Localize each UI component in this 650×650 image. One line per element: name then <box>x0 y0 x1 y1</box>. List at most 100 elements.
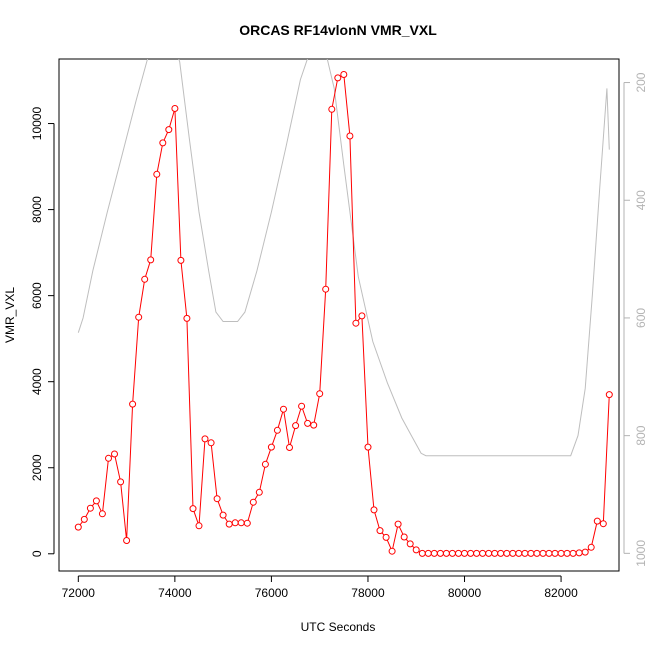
data-point <box>147 256 155 264</box>
data-point <box>74 523 82 531</box>
data-point <box>153 170 161 178</box>
data-point <box>455 549 462 557</box>
data-point <box>587 543 595 551</box>
y2-tick-label: 200 <box>634 72 648 92</box>
data-point <box>98 510 106 518</box>
data-point <box>394 520 402 528</box>
data-point <box>382 533 390 541</box>
x-tick-label: 80000 <box>448 586 482 600</box>
data-point <box>310 421 318 429</box>
data-point <box>159 139 167 147</box>
data-point <box>123 537 131 544</box>
data-point <box>105 454 112 462</box>
data-point <box>436 549 444 557</box>
data-point <box>213 495 221 503</box>
series-line-0 <box>77 73 610 554</box>
y-axis: 0 2000 4000 6000 8000 10000 <box>30 107 55 557</box>
data-point <box>533 549 541 557</box>
data-point <box>255 488 263 496</box>
data-point <box>219 511 227 519</box>
x-axis-label: UTC Seconds <box>301 620 376 634</box>
data-point <box>352 319 360 327</box>
data-point <box>237 519 245 527</box>
data-point <box>509 549 517 557</box>
y-axis-label: VMR_VXL <box>3 287 17 343</box>
data-point <box>491 549 499 557</box>
y2-tick-label: 600 <box>634 308 648 328</box>
y-tick-label: 4000 <box>30 368 44 395</box>
data-point <box>298 402 306 410</box>
data-point <box>207 439 215 447</box>
data-point <box>304 419 312 427</box>
data-point <box>605 391 613 399</box>
x-tick-label: 78000 <box>351 586 385 600</box>
data-point <box>111 450 118 458</box>
data-point <box>364 443 372 451</box>
data-point <box>479 549 487 557</box>
x-tick-label: 82000 <box>544 586 578 600</box>
data-point <box>563 549 571 557</box>
data-point <box>485 549 493 557</box>
data-point <box>442 549 450 557</box>
data-point <box>267 443 275 451</box>
data-point <box>406 540 414 548</box>
data-point <box>551 549 559 557</box>
data-point <box>286 444 293 451</box>
data-point <box>183 314 191 322</box>
data-point <box>328 105 336 113</box>
y2-tick-label: 1000 <box>634 540 648 567</box>
data-point <box>418 549 426 557</box>
data-point <box>201 435 209 443</box>
data-point <box>243 519 251 527</box>
data-point <box>316 390 324 398</box>
data-point <box>521 549 529 557</box>
y2-tick-label: 800 <box>634 425 648 445</box>
data-point <box>231 519 239 527</box>
plot-area <box>58 58 620 572</box>
data-point <box>448 549 456 557</box>
data-point <box>249 498 257 506</box>
data-point <box>280 405 287 413</box>
data-point <box>189 505 197 513</box>
chart-title: ORCAS RF14vlonN VMR_VXL <box>239 22 437 38</box>
data-point <box>322 285 330 293</box>
data-point <box>346 132 354 140</box>
data-point <box>497 549 505 557</box>
data-point <box>388 547 396 555</box>
series-line-1 <box>77 59 610 457</box>
data-point <box>171 105 179 112</box>
data-point <box>581 548 589 556</box>
data-point <box>424 549 432 557</box>
y-tick-label: 6000 <box>30 282 44 309</box>
data-point <box>129 400 137 408</box>
y2-tick-label: 400 <box>634 190 648 210</box>
data-point <box>400 533 408 541</box>
data-point <box>527 549 535 557</box>
y-tick-label: 2000 <box>30 454 44 481</box>
data-point <box>412 546 420 554</box>
y-tick-label: 10000 <box>30 107 44 141</box>
y2-axis: 200 400 600 800 1000 <box>623 72 648 567</box>
altitude-series <box>77 59 610 457</box>
data-point <box>515 549 523 557</box>
data-point <box>195 522 203 530</box>
plot-frame <box>58 58 620 572</box>
data-point <box>545 549 553 557</box>
data-point <box>165 126 173 134</box>
data-point <box>273 426 281 434</box>
data-point <box>117 478 125 486</box>
data-point <box>92 497 100 505</box>
data-point <box>141 275 149 283</box>
x-axis: 72000 74000 76000 78000 80000 82000 <box>62 575 578 600</box>
y-tick-label: 0 <box>30 550 44 557</box>
data-point <box>539 549 547 557</box>
data-point <box>376 527 384 535</box>
x-tick-label: 74000 <box>158 586 192 600</box>
x-tick-label: 72000 <box>62 586 96 600</box>
data-point <box>358 312 366 320</box>
data-point <box>177 256 185 264</box>
data-point <box>503 549 511 557</box>
data-point <box>334 74 342 82</box>
data-point <box>86 504 94 512</box>
